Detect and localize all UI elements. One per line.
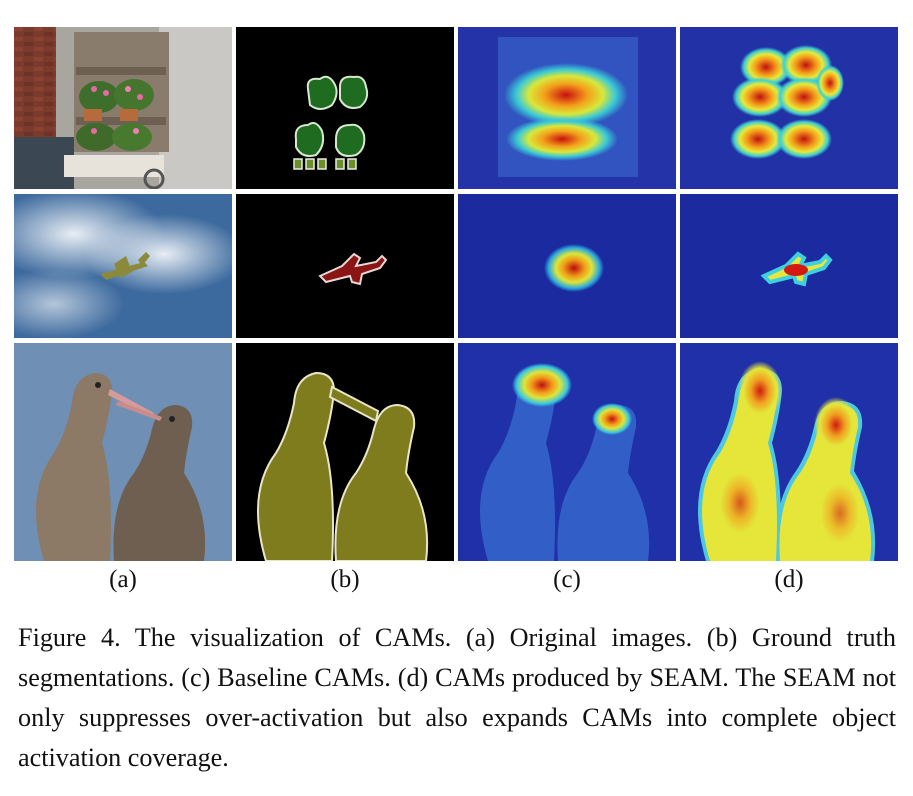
row1-baseline-cam bbox=[458, 27, 676, 189]
row3-baseline-cam bbox=[458, 343, 676, 561]
row3-ground-truth bbox=[236, 343, 454, 561]
row2-baseline-cam bbox=[458, 194, 676, 338]
row1-ground-truth bbox=[236, 27, 454, 189]
row2-original-image bbox=[14, 194, 232, 338]
column-label-a: (a) bbox=[109, 566, 137, 593]
caption-label: Figure 4. bbox=[18, 623, 121, 652]
row3-original-image bbox=[14, 343, 232, 561]
row1-seam-cam bbox=[680, 27, 898, 189]
row1-original-image bbox=[14, 27, 232, 189]
column-label-d: (d) bbox=[774, 566, 804, 593]
row2-ground-truth bbox=[236, 194, 454, 338]
caption-text: The visualization of CAMs. (a) Original … bbox=[18, 623, 897, 772]
row3-seam-cam bbox=[680, 343, 898, 561]
row2-seam-cam bbox=[680, 194, 898, 338]
column-label-b: (b) bbox=[330, 566, 360, 593]
figure-caption: Figure 4. The visualization of CAMs. (a)… bbox=[18, 618, 896, 778]
column-label-c: (c) bbox=[553, 566, 581, 593]
